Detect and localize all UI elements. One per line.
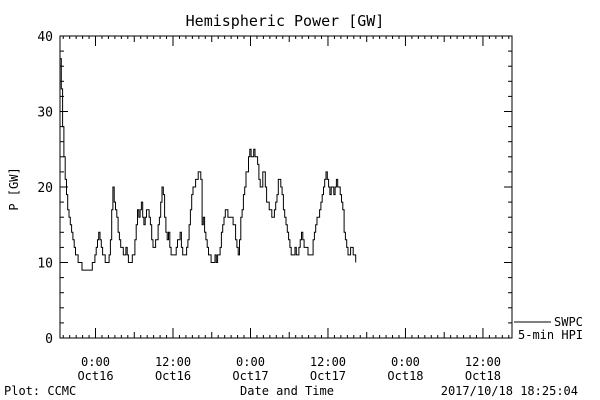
x-tick-label-date: Oct17	[310, 369, 346, 383]
y-tick-label: 20	[37, 181, 53, 196]
legend-label: 5-min HPI	[518, 328, 583, 342]
x-tick-label-date: Oct16	[77, 369, 113, 383]
footer-timestamp: 2017/10/18 18:25:04	[441, 384, 578, 398]
x-axis: 0:00Oct1612:00Oct160:00Oct1712:00Oct170:…	[62, 36, 510, 383]
y-axis: 0 10 20 30 40	[37, 30, 512, 347]
x-tick-label-time: 12:00	[465, 355, 501, 369]
x-tick-label-time: 0:00	[236, 355, 265, 369]
x-tick-label-date: Oct18	[387, 369, 423, 383]
chart-title: Hemispheric Power [GW]	[186, 12, 385, 30]
y-tick-label: 0	[45, 332, 53, 347]
x-tick-label-time: 0:00	[81, 355, 110, 369]
series-layer	[60, 58, 357, 271]
y-tick-label: 10	[37, 257, 53, 272]
x-tick-label-time: 12:00	[310, 355, 346, 369]
y-axis-label: P [GW]	[7, 167, 21, 210]
legend: SWPC 5-min HPI	[514, 315, 583, 342]
x-tick-label-time: 12:00	[155, 355, 191, 369]
x-axis-label: Date and Time	[240, 384, 334, 398]
y-tick-label: 30	[37, 106, 53, 121]
x-tick-label-date: Oct18	[465, 369, 501, 383]
footer-left: Plot: CCMC	[4, 384, 76, 398]
plot-frame	[59, 35, 513, 339]
x-tick-label-time: 0:00	[391, 355, 420, 369]
x-tick-label-date: Oct16	[155, 369, 191, 383]
series-line-hpi	[60, 58, 357, 271]
legend-source: SWPC	[554, 315, 583, 329]
x-tick-label-date: Oct17	[232, 369, 268, 383]
y-tick-label: 40	[37, 30, 53, 45]
